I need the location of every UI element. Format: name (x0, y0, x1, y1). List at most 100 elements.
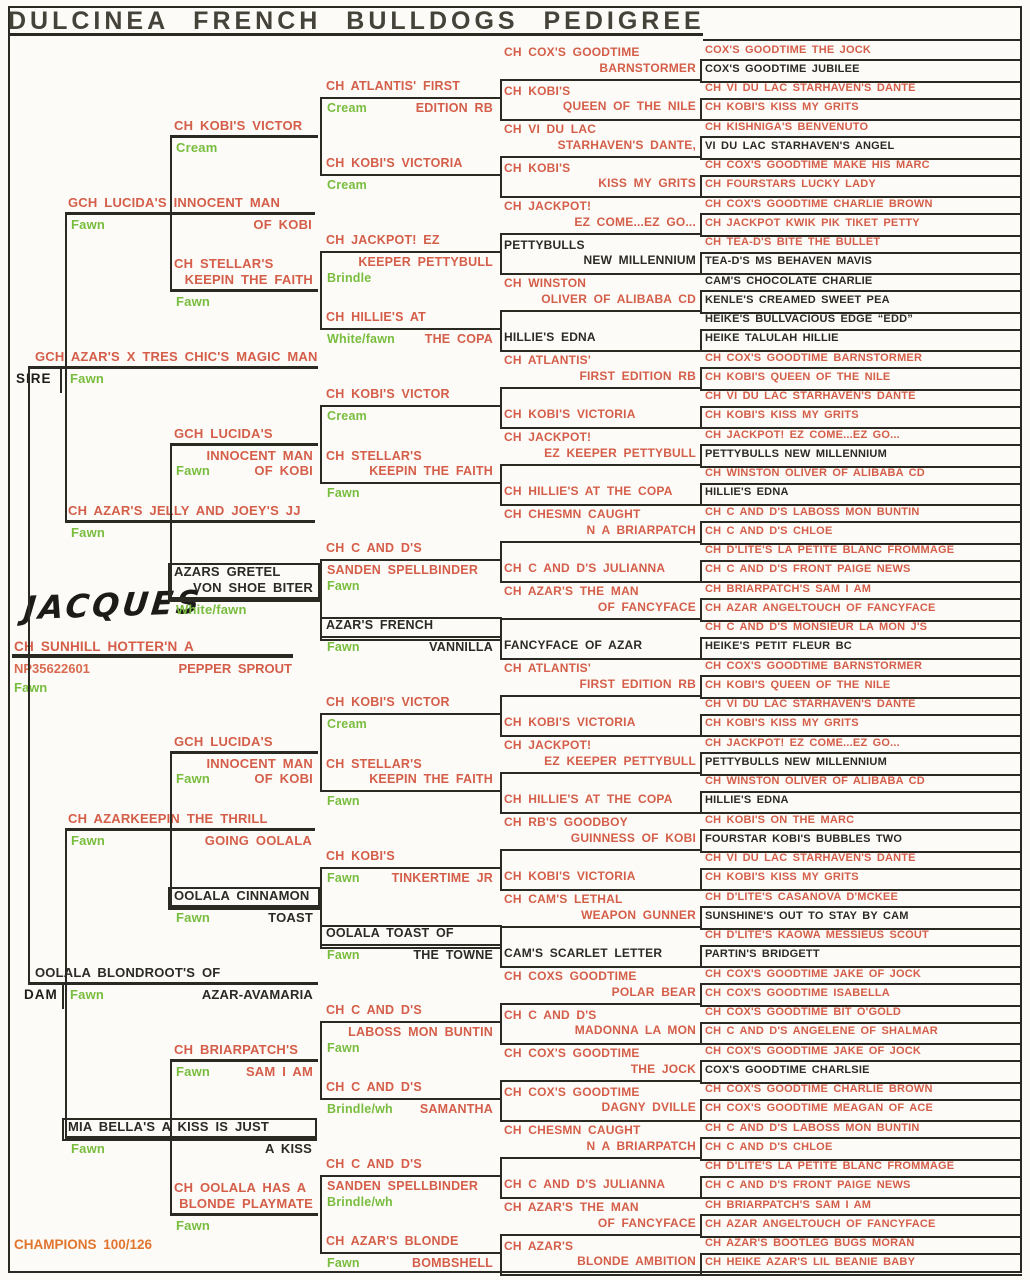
detail-row: Fawn TOAST (176, 909, 313, 925)
ancestor-name: CH AZAR'S BOOTLEG BUGS MORAN (705, 1237, 915, 1249)
ancestor-name-cont: THE COPA (424, 332, 493, 347)
ancestor-name: CH KOBI'S QUEEN OF THE NILE (705, 678, 891, 691)
ancestor-name: CH C AND D'S FRONT PAIGE NEWS (705, 563, 911, 576)
color-label: Cream (327, 409, 367, 424)
ancestor-name: CH AZAR'S THE MAN (504, 1200, 639, 1214)
ancestor-name: STARHAVEN'S DANTE, (557, 137, 696, 152)
ancestor-name: CH STELLAR'S (326, 448, 422, 463)
ancestor-name: CH C AND D'S JULIANNA (504, 1177, 666, 1191)
ancestor-name: CH COX'S GOODTIME ISABELLA (705, 986, 890, 999)
ancestor-name-cont: OF KOBI (253, 216, 312, 232)
connector-line (170, 1059, 318, 1062)
color-label: Fawn (176, 771, 211, 787)
ancestor-name: CH BRIARPATCH'S SAM I AM (705, 1198, 872, 1211)
ancestor-name: CH JACKPOT! EZ (326, 233, 440, 248)
ancestor-name: CH HILLIE'S AT THE COPA (504, 792, 673, 806)
color-label: Fawn (71, 1140, 106, 1156)
ancestor-box (500, 848, 702, 891)
ancestor-box (700, 1252, 1022, 1276)
bracket-line (320, 1021, 323, 1099)
color-label: Fawn (71, 832, 106, 848)
detail-row: Fawn (70, 370, 313, 386)
ancestor-name: FIRST EDITION RB (579, 676, 696, 691)
color-label: White/fawn (176, 601, 247, 617)
ancestor-name: CH KOBI'S ON THE MARC (705, 813, 855, 826)
ancestor-name: KEEPIN THE FAITH (184, 271, 313, 287)
ancestor-name: CH KOBI'S VICTORIA (326, 156, 463, 171)
ancestor-name: CH AZARKEEPIN THE THRILL (68, 810, 268, 826)
detail-row: INNOCENT MAN (176, 756, 313, 771)
connector-line (320, 1097, 500, 1100)
ancestor-name: CH KOBI'S (504, 83, 571, 98)
ancestor-name: CH C AND D'S (326, 1080, 422, 1095)
ancestor-name: FIRST EDITION RB (579, 368, 696, 383)
ancestor-name-cont: TINKERTIME JR (391, 871, 493, 886)
ancestor-name: GUINNESS OF KOBI (570, 830, 696, 845)
ancestor-name-cont: EDITION RB (415, 101, 493, 116)
ancestor-box (700, 367, 1022, 391)
ancestor-box (500, 540, 702, 583)
ancestor-name: CH COX'S GOODTIME CHARLIE BROWN (705, 1083, 933, 1095)
connector-line (170, 289, 318, 292)
ancestor-name: CH WINSTON OLIVER OF ALIBABA CD (705, 775, 925, 787)
ancestor-box (500, 232, 702, 275)
ancestor-box (700, 444, 1022, 468)
connector-line (320, 1174, 500, 1177)
ancestor-name: DAGNY DVILLE (601, 1100, 696, 1114)
ancestor-name: CH RB'S GOODBOY (504, 815, 628, 829)
ancestor-name: OLIVER OF ALIBABA CD (541, 291, 696, 306)
ancestor-name-cont: SAM I AM (245, 1063, 313, 1079)
color-label: Fawn (70, 370, 105, 386)
bracket-line (170, 1060, 173, 1215)
ancestor-name: CH VI DU LAC STARHAVEN'S DANTE (705, 698, 916, 710)
ancestor-name: HEIKE'S BULLVACIOUS EDGE “EDD” (705, 313, 913, 325)
color-label: Fawn (327, 871, 360, 886)
ancestor-name: CH VI DU LAC STARHAVEN'S DANTE (705, 82, 916, 94)
ancestor-box (500, 309, 702, 352)
ancestor-box (700, 174, 1022, 198)
detail-row: Cream (327, 409, 493, 424)
ancestor-name: CH JACKPOT! (504, 430, 592, 444)
ancestor-name-cont: TOAST (268, 909, 313, 925)
ancestor-box (500, 771, 702, 814)
ancestor-name: NEW MILLENNIUM (583, 253, 696, 267)
detail-row: Fawn (327, 1041, 493, 1056)
bracket-line (320, 251, 323, 329)
ancestor-name-cont: SANDEN SPELLBINDER (327, 1179, 479, 1194)
ancestor-name: HILLIE'S EDNA (504, 330, 596, 344)
ancestor-name: CH KOBI'S (504, 160, 571, 175)
detail-row: Fawn THE TOWNE (327, 948, 493, 963)
ancestor-name: CH WINSTON OLIVER OF ALIBABA CD (705, 467, 925, 479)
ancestor-box (700, 867, 1022, 891)
ancestor-box (700, 790, 1022, 814)
ancestor-name: CH JACKPOT! (504, 199, 592, 213)
ancestor-name-cont: AZAR-AVAMARIA (201, 986, 313, 1002)
detail-row: Fawn SAM I AM (176, 1063, 313, 1079)
ancestor-name: CH CAM'S LETHAL (504, 892, 623, 906)
detail-row: Fawn (327, 794, 493, 809)
color-label: Brindle (327, 270, 372, 285)
ancestor-name: POLAR BEAR (611, 984, 696, 999)
connector-line (170, 135, 318, 138)
connector-line (320, 558, 500, 561)
connector-line (320, 1251, 500, 1254)
ancestor-name: FANCYFACE OF AZAR (504, 638, 643, 652)
ancestor-name-cont: INNOCENT MAN (206, 447, 313, 463)
color-label: Brindle/wh (327, 1102, 393, 1117)
connector-line (320, 404, 500, 407)
ancestor-name: GCH AZAR'S X TRES CHIC'S MAGIC MAN (35, 348, 318, 364)
ancestor-name: CH TEA-D'S BITE THE BULLET (705, 236, 881, 248)
ancestor-box (500, 78, 702, 121)
ancestor-name: CH ATLANTIS' FIRST (326, 79, 461, 94)
ancestor-name: VI DU LAC STARHAVEN'S ANGEL (705, 139, 895, 152)
ancestor-name: CH COX'S GOODTIME MEAGAN OF ACE (705, 1102, 934, 1115)
connector-line (703, 39, 1020, 41)
ancestor-name-cont: KEEPER PETTYBULL (358, 255, 493, 270)
bracket-line (65, 829, 68, 1138)
champions-note: CHAMPIONS 100/126 (14, 1237, 153, 1252)
ancestor-name: CH C AND D'S (326, 1157, 422, 1172)
ancestor-name: CH VI DU LAC STARHAVEN'S DANTE (705, 390, 916, 402)
ancestor-name: KENLE'S CREAMED SWEET PEA (705, 293, 890, 306)
ancestor-name: THE JOCK (630, 1061, 696, 1076)
ancestor-name: CH JACKPOT KWIK PIK TIKET PETTY (705, 216, 920, 229)
